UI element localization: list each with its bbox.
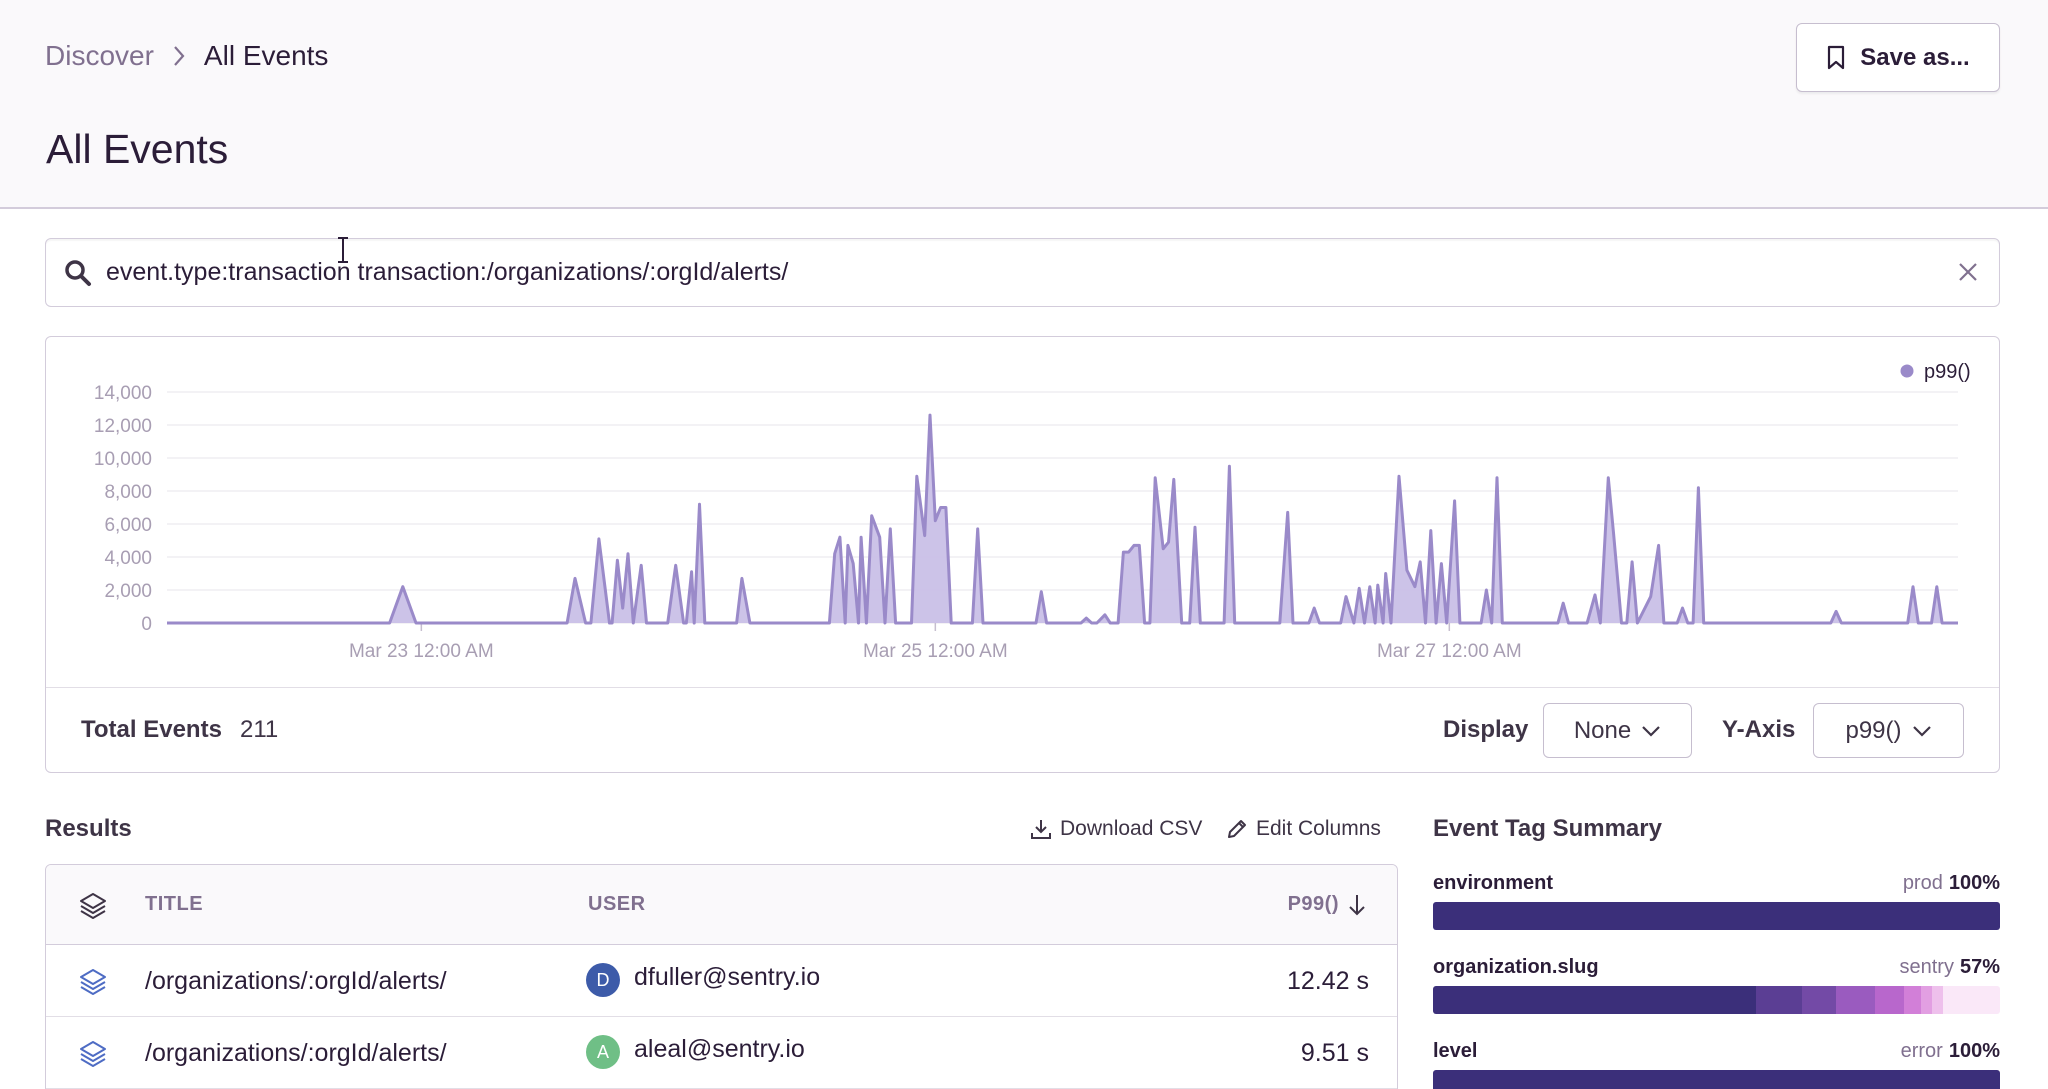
y-tick-label: 2,000 [104, 581, 152, 602]
search-bar [45, 238, 2000, 307]
tag-distribution-bar[interactable] [1433, 986, 2000, 1014]
series-line [167, 413, 1958, 625]
row-p99: 12.42 s [1286, 967, 1369, 995]
tag-bar-segment[interactable] [1801, 986, 1836, 1014]
y-tick-label: 4,000 [104, 548, 152, 569]
tag-bar-segment[interactable] [1756, 986, 1802, 1014]
y-tick-label: 12,000 [94, 416, 152, 437]
stack-icon[interactable] [78, 891, 108, 921]
table-row[interactable]: /organizations/:orgId/alerts/ D dfuller@… [46, 945, 1397, 1017]
tag-bar-segment[interactable] [1920, 986, 1932, 1014]
y-tick-label: 0 [141, 614, 152, 635]
tag-bar-segment[interactable] [1433, 986, 1757, 1014]
total-events-value: 211 [240, 716, 279, 743]
breadcrumb: Discover All Events [45, 40, 328, 72]
row-title[interactable]: /organizations/:orgId/alerts/ [145, 1039, 447, 1067]
tag-bar-segment[interactable] [1903, 986, 1921, 1014]
tag-key: organization.slug [1433, 956, 1599, 978]
tag-bar-segment[interactable] [1875, 986, 1904, 1014]
chart-footer: Total Events 211 Display None Y-Axis p99… [46, 687, 1999, 772]
breadcrumb-discover-link[interactable]: Discover [45, 40, 154, 71]
y-tick-label: 8,000 [104, 482, 152, 503]
display-label: Display [1443, 716, 1529, 743]
table-row[interactable]: /organizations/:orgId/alerts/ A aleal@se… [46, 1017, 1397, 1089]
y-tick-label: 10,000 [94, 449, 152, 470]
tag-key: environment [1433, 872, 1554, 894]
page-title: All Events [46, 126, 229, 172]
y-axis-value: p99() [1845, 716, 1902, 744]
results-table: TITLE USER P99() /organizations/:orgId/a… [45, 864, 1398, 1089]
tag-percent: 100% [1948, 872, 2000, 894]
legend-marker [1900, 364, 1914, 378]
tag-bar-segment[interactable] [1433, 902, 2000, 930]
edit-columns-button[interactable]: Edit Columns [1226, 817, 1381, 841]
arrow-down-icon[interactable] [1347, 893, 1367, 917]
chevron-right-icon [154, 41, 204, 71]
edit-columns-label: Edit Columns [1256, 817, 1381, 840]
chevron-down-icon [1912, 725, 1931, 737]
tag-top-value: sentry 57% [1900, 956, 2001, 979]
tag-top-value: error 100% [1901, 1040, 2000, 1063]
text-cursor-icon [338, 237, 348, 263]
chart-panel: 0 2,000 4,000 6,000 8,000 10,000 12,000 14,000 M… [45, 336, 2000, 773]
pencil-icon [1228, 820, 1246, 838]
total-events-label: Total Events [81, 716, 222, 743]
row-title[interactable]: /organizations/:orgId/alerts/ [145, 967, 447, 995]
y-tick-label: 6,000 [104, 515, 152, 536]
tag-percent: 57% [1959, 956, 2000, 978]
download-icon [1031, 820, 1051, 839]
tag-key: level [1433, 1040, 1478, 1062]
tag-bar-segment[interactable] [1931, 986, 1944, 1014]
chevron-down-icon [1642, 725, 1660, 737]
tag-distribution-bar[interactable] [1433, 902, 2000, 930]
display-dropdown[interactable]: None [1543, 703, 1692, 758]
p99-chart: 0 2,000 4,000 6,000 8,000 10,000 12,000 14,000 M… [94, 361, 1971, 662]
tag-top-value: prod 100% [1903, 872, 2000, 895]
avatar: A [586, 1035, 620, 1069]
page-header: Discover All Events All Events Save as..… [0, 0, 2048, 209]
row-p99: 9.51 s [1300, 1039, 1369, 1067]
search-input[interactable] [106, 239, 1906, 305]
tag-summary-heading: Event Tag Summary [1433, 815, 1662, 842]
tag-distribution-bar[interactable] [1433, 1070, 2000, 1089]
column-header-title[interactable]: TITLE [145, 893, 204, 915]
series-area [167, 415, 1958, 623]
stack-icon[interactable] [78, 967, 108, 997]
y-axis-label: Y-Axis [1722, 716, 1796, 743]
column-header-user[interactable]: USER [588, 893, 646, 915]
legend-label: p99() [1924, 361, 1971, 383]
tag-bar-segment[interactable] [1433, 1070, 2000, 1089]
y-axis-dropdown[interactable]: p99() [1813, 703, 1964, 758]
tag-percent: 100% [1948, 1040, 2000, 1062]
save-as-label: Save as... [1860, 43, 1970, 71]
save-as-button[interactable]: Save as... [1796, 23, 2000, 92]
table-header: TITLE USER P99() [46, 865, 1397, 945]
row-user[interactable]: dfuller@sentry.io [634, 963, 821, 991]
close-icon[interactable] [1955, 259, 1981, 285]
tag-value: error [1900, 1040, 1943, 1062]
x-tick-label: Mar 23 12:00 AM [349, 641, 494, 662]
column-header-p99[interactable]: P99() [1287, 893, 1339, 915]
avatar: D [586, 963, 620, 997]
y-tick-label: 14,000 [94, 383, 152, 404]
search-icon [65, 260, 91, 286]
row-user[interactable]: aleal@sentry.io [634, 1035, 805, 1063]
x-tick-label: Mar 25 12:00 AM [863, 641, 1008, 662]
breadcrumb-current: All Events [203, 40, 329, 71]
download-csv-button[interactable]: Download CSV [1030, 817, 1202, 841]
download-csv-label: Download CSV [1060, 817, 1203, 840]
results-heading: Results [45, 815, 132, 842]
tag-bar-segment[interactable] [1835, 986, 1876, 1014]
stack-icon[interactable] [78, 1039, 108, 1069]
tag-value: prod [1902, 872, 1943, 894]
tag-bar-segment[interactable] [1943, 986, 2000, 1014]
bookmark-icon [1828, 45, 1845, 69]
tag-value: sentry [1899, 956, 1954, 978]
x-tick-label: Mar 27 12:00 AM [1377, 641, 1522, 662]
display-value: None [1573, 716, 1632, 744]
